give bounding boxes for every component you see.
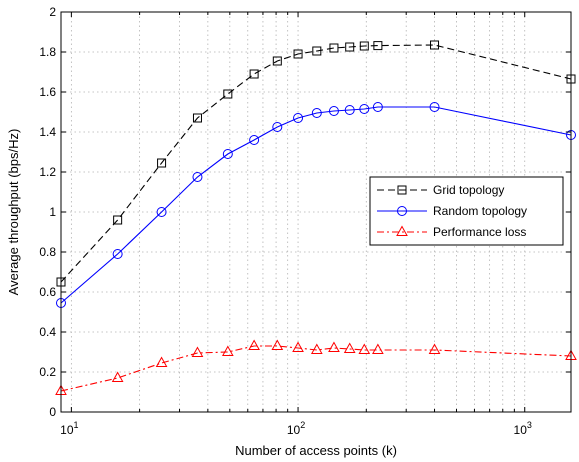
data-point xyxy=(359,104,370,114)
data-point xyxy=(111,371,124,382)
x-tick-label: 101 xyxy=(60,420,78,437)
y-tick-label: 1.2 xyxy=(39,165,56,179)
series-line xyxy=(60,44,572,283)
data-point xyxy=(311,108,322,118)
data-point xyxy=(358,343,371,354)
x-tick-label-exponent: 2 xyxy=(300,420,305,430)
data-point xyxy=(293,49,303,59)
x-tick-label: 103 xyxy=(514,420,532,437)
y-tick-label: 1.4 xyxy=(39,125,56,139)
data-point xyxy=(222,149,233,159)
x-tick-label-exponent: 3 xyxy=(527,420,532,430)
data-point xyxy=(112,249,123,259)
data-point xyxy=(345,42,355,52)
data-point xyxy=(373,41,383,51)
data-point xyxy=(372,343,384,354)
data-point xyxy=(192,113,202,123)
legend-marker xyxy=(397,185,407,195)
data-point xyxy=(293,113,304,123)
data-point xyxy=(343,342,356,353)
y-tick-label: 1.8 xyxy=(39,45,56,59)
legend-marker xyxy=(397,206,407,216)
y-tick-label: 0.6 xyxy=(39,285,56,299)
data-point xyxy=(272,56,282,66)
data-point xyxy=(344,105,355,115)
data-point xyxy=(113,215,123,225)
data-point xyxy=(249,69,259,79)
y-tick-label: 1.6 xyxy=(39,85,56,99)
data-point xyxy=(192,172,203,182)
data-point xyxy=(271,339,284,350)
x-tick-label: 102 xyxy=(287,420,305,437)
series-line xyxy=(60,345,572,392)
data-point xyxy=(157,158,167,168)
x-tick-label-base: 10 xyxy=(514,423,528,437)
data-point xyxy=(272,122,283,132)
data-point xyxy=(329,43,339,53)
x-tick-label-base: 10 xyxy=(287,423,301,437)
data-point xyxy=(155,356,168,367)
data-point xyxy=(372,102,383,112)
data-point xyxy=(249,135,260,145)
legend: Grid topology Random topology Performance … xyxy=(369,176,564,246)
x-tick-label-exponent: 1 xyxy=(74,420,79,430)
data-point xyxy=(292,341,304,352)
data-point xyxy=(312,46,322,56)
data-point xyxy=(328,341,340,352)
y-tick-label: 1 xyxy=(49,205,56,219)
data-point xyxy=(328,106,339,116)
y-tick-label: 0 xyxy=(49,405,56,419)
data-point xyxy=(223,89,233,99)
data-point xyxy=(156,207,167,217)
series-performance-loss xyxy=(55,339,577,395)
data-point xyxy=(428,343,441,354)
data-point xyxy=(248,339,260,350)
y-tick-label: 0.4 xyxy=(39,325,56,339)
legend-label: Performance loss xyxy=(433,225,526,239)
legend-items: Grid topology Random topology Performance … xyxy=(377,183,527,239)
data-point xyxy=(359,41,369,51)
y-tick-label: 0.8 xyxy=(39,245,56,259)
legend-marker xyxy=(396,225,408,236)
y-axis-label: Average throughput (bps/Hz) xyxy=(6,129,21,296)
data-point xyxy=(310,343,323,354)
data-point xyxy=(430,40,440,50)
data-point xyxy=(191,346,204,357)
y-tick-label: 0.2 xyxy=(39,365,56,379)
data-point xyxy=(429,102,440,112)
legend-label: Random topology xyxy=(433,204,527,218)
grid-layer xyxy=(61,12,571,412)
x-tick-label-base: 10 xyxy=(60,423,74,437)
series-layer xyxy=(55,40,577,395)
y-tick-label: 2 xyxy=(49,5,56,19)
x-axis-label: Number of access points (k) xyxy=(235,443,397,458)
legend-label: Grid topology xyxy=(433,183,504,197)
data-point xyxy=(221,345,234,356)
